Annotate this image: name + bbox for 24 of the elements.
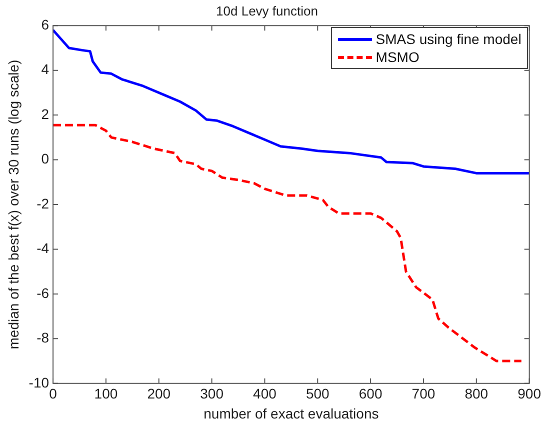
y-tick-label: -10 [28, 374, 50, 390]
y-tick-label: 2 [41, 106, 50, 122]
y-tick-label: 0 [41, 150, 50, 167]
y-axis-title: median of the best f(x) over 30 runs (log scale) [5, 60, 22, 350]
x-axis-title: number of exact evaluations [204, 405, 379, 422]
legend-label: SMAS using fine model [376, 30, 522, 47]
x-tick-label: 100 [94, 386, 118, 402]
x-tick-label: 900 [518, 386, 542, 402]
legend-label: MSMO [376, 48, 420, 65]
y-tick-label: 4 [41, 61, 50, 78]
chart-title: 10d Levy function [216, 3, 318, 18]
y-tick-label: 6 [41, 16, 50, 32]
y-tick-label: -2 [36, 195, 50, 212]
x-tick-label: 400 [253, 386, 277, 402]
y-tick-label: -8 [36, 330, 50, 346]
y-tick-label: -6 [36, 284, 50, 301]
x-tick-label: 800 [464, 386, 488, 402]
line-series [53, 124, 523, 362]
x-tick-label: 700 [412, 386, 436, 402]
y-tick-label: -4 [36, 240, 50, 256]
x-tick-label: 500 [306, 386, 330, 402]
x-tick-label: 300 [200, 386, 224, 402]
x-tick-label: 200 [147, 386, 171, 402]
x-tick-label: 600 [358, 386, 382, 402]
